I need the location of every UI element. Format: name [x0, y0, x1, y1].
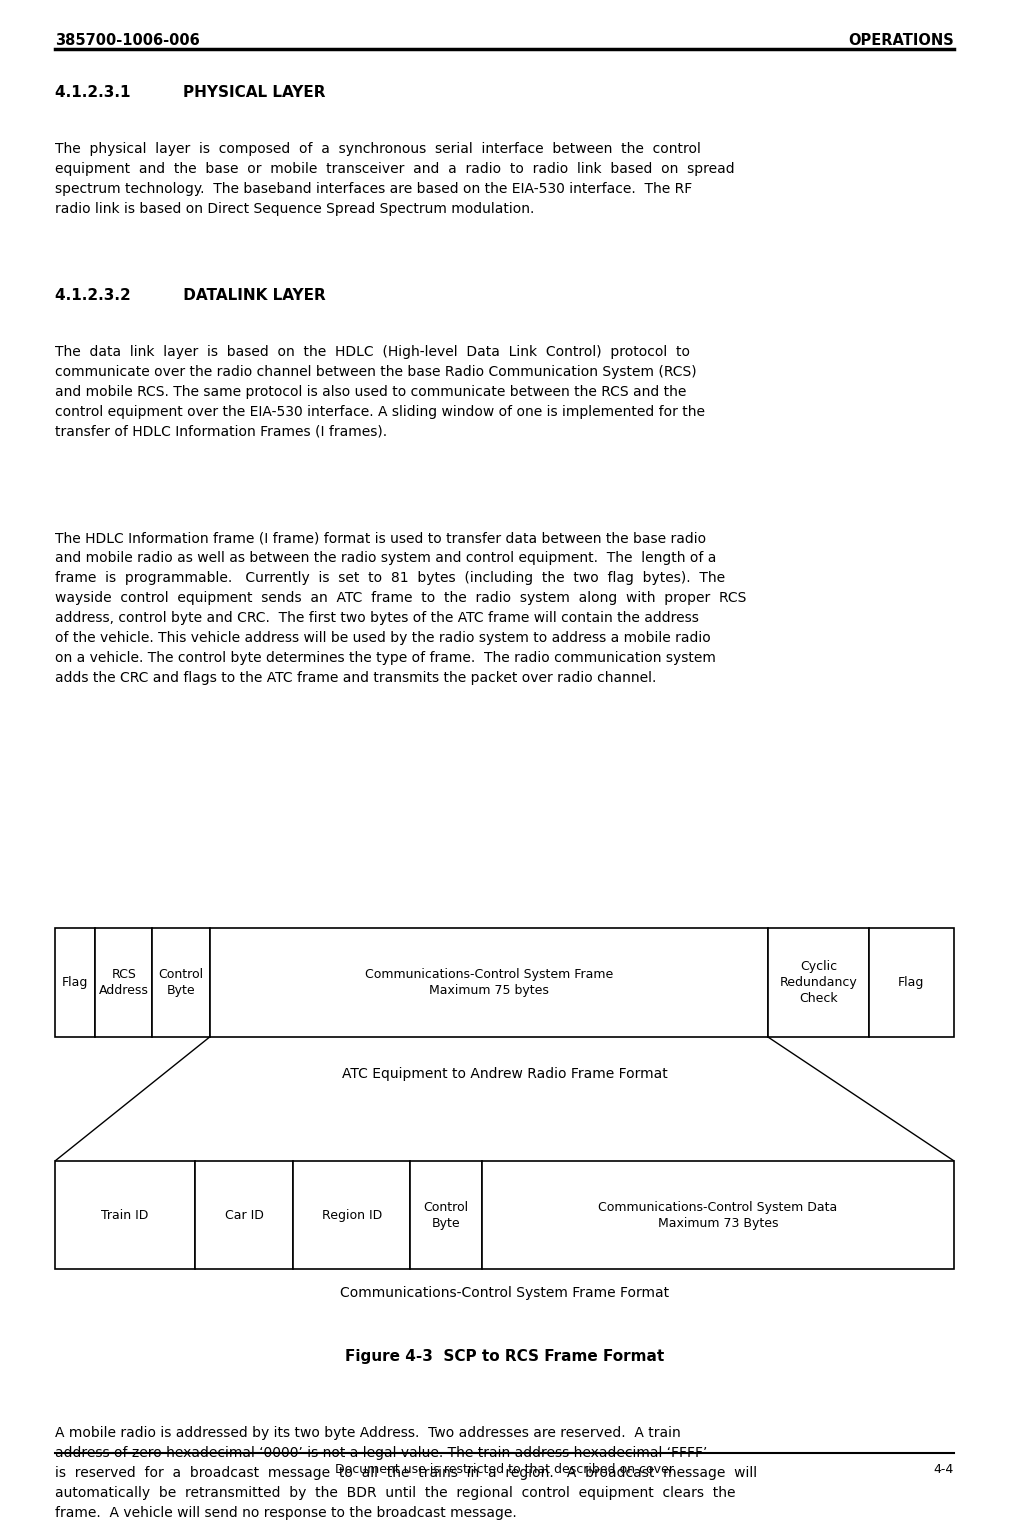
Text: Control
Byte: Control Byte [424, 1201, 469, 1230]
Text: 4.1.2.3.2          DATALINK LAYER: 4.1.2.3.2 DATALINK LAYER [55, 288, 326, 302]
Text: 4.1.2.3.1          PHYSICAL LAYER: 4.1.2.3.1 PHYSICAL LAYER [55, 84, 326, 100]
Text: Flag: Flag [63, 976, 89, 989]
Text: RCS
Address: RCS Address [99, 968, 148, 997]
Bar [294, 1161, 411, 1270]
Text: Cyclic
Redundancy
Check: Cyclic Redundancy Check [780, 960, 858, 1005]
Bar [55, 928, 95, 1037]
Bar [152, 928, 210, 1037]
Text: Flag: Flag [898, 976, 924, 989]
Text: Figure 4-3  SCP to RCS Frame Format: Figure 4-3 SCP to RCS Frame Format [345, 1348, 664, 1364]
Text: OPERATIONS: OPERATIONS [848, 32, 954, 48]
Text: Communications-Control System Data
Maximum 73 Bytes: Communications-Control System Data Maxim… [598, 1201, 837, 1230]
Text: The  data  link  layer  is  based  on  the  HDLC  (High-level  Data  Link  Contr: The data link layer is based on the HDLC… [55, 345, 705, 439]
Text: A mobile radio is addressed by its two byte Address.  Two addresses are reserved: A mobile radio is addressed by its two b… [55, 1427, 758, 1520]
Text: Car ID: Car ID [225, 1209, 263, 1221]
Bar [869, 928, 954, 1037]
Text: 385700-1006-006: 385700-1006-006 [55, 32, 200, 48]
Text: Region ID: Region ID [322, 1209, 382, 1221]
Text: Communications-Control System Frame Format: Communications-Control System Frame Form… [340, 1285, 669, 1299]
Bar [210, 928, 768, 1037]
Text: The  physical  layer  is  composed  of  a  synchronous  serial  interface  betwe: The physical layer is composed of a sync… [55, 141, 736, 216]
Text: Control
Byte: Control Byte [158, 968, 204, 997]
Text: Communications-Control System Frame
Maximum 75 bytes: Communications-Control System Frame Maxi… [364, 968, 612, 997]
Bar [55, 1161, 195, 1270]
Bar [95, 928, 152, 1037]
Bar [411, 1161, 482, 1270]
Text: Document use is restricted to that described on cover: Document use is restricted to that descr… [335, 1463, 674, 1476]
Text: ATC Equipment to Andrew Radio Frame Format: ATC Equipment to Andrew Radio Frame Form… [342, 1066, 667, 1080]
Text: Train ID: Train ID [101, 1209, 148, 1221]
Bar [482, 1161, 954, 1270]
Bar [195, 1161, 294, 1270]
Text: The HDLC Information frame (I frame) format is used to transfer data between the: The HDLC Information frame (I frame) for… [55, 531, 747, 686]
Text: 4-4: 4-4 [933, 1463, 954, 1476]
Bar [768, 928, 869, 1037]
